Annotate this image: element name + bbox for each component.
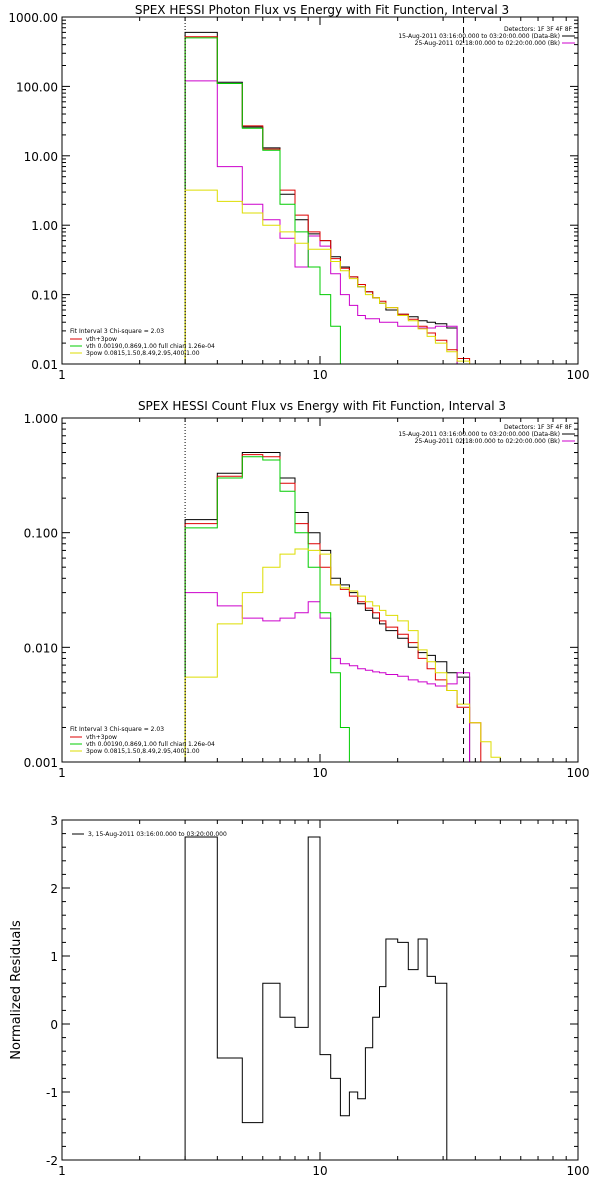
count-flux-detectors-label: Detectors: 1F 3F 4F 8F <box>504 424 573 431</box>
residuals-legend-label: 3, 15-Aug-2011 03:16:00.000 to 03:20:00.… <box>88 831 227 838</box>
residuals-x-tick-label: 100 <box>567 1164 590 1178</box>
residuals-y-tick-label: 3 <box>50 814 58 828</box>
photon-flux-series-1 <box>184 31 458 364</box>
count-flux-x-tick-label: 1 <box>58 766 66 780</box>
photon-flux-vth-label: vth 0.00190,0.869,1.00 full chian 1.26e-… <box>86 343 215 350</box>
count-flux-series-group <box>184 452 501 763</box>
photon-flux-total-label: vth+3pow <box>86 336 117 343</box>
photon-flux-series-4 <box>184 37 341 364</box>
count-flux-series-1 <box>184 452 471 762</box>
photon-flux-y-tick-label: 10.00 <box>24 150 58 164</box>
count-flux-y-tick-label: 0.100 <box>24 527 58 541</box>
photon-flux-bk-label: 25-Aug-2011 02:18:00.000 to 02:20:00.000… <box>415 40 560 47</box>
photon-flux-title: SPEX HESSI Photon Flux vs Energy with Fi… <box>135 3 509 17</box>
residuals-y-tick-label: 0 <box>50 1018 58 1032</box>
photon-flux-3pow-label: 3pow 0.0815,1.50,8.49,2.95,400,1.00 <box>86 350 200 357</box>
count-flux-series-3 <box>184 454 482 762</box>
residuals-y-axis-label: Normalized Residuals <box>9 920 24 1060</box>
count-flux-title: SPEX HESSI Count Flux vs Energy with Fit… <box>138 399 506 413</box>
count-flux-series-2 <box>184 592 471 762</box>
count-flux-data-bk-label: 15-Aug-2011 03:16:00.000 to 03:20:00.000… <box>398 431 560 438</box>
count-flux-vth-label: vth 0.00190,0.869,1.00 full chian 1.26e-… <box>86 741 215 748</box>
photon-flux-x-tick-label: 1 <box>58 368 66 382</box>
count-flux-y-tick-label: 0.010 <box>24 641 58 655</box>
residuals-y-tick-label: -2 <box>46 1154 58 1168</box>
photon-flux-data-bk-label: 15-Aug-2011 03:16:00.000 to 03:20:00.000… <box>398 33 560 40</box>
count-flux-y-tick-label: 0.001 <box>24 756 58 770</box>
residuals-series-1 <box>184 836 448 1160</box>
residuals-x-tick-label: 1 <box>58 1164 66 1178</box>
photon-flux-x-tick-label: 10 <box>312 368 327 382</box>
photon-flux-panel: SPEX HESSI Photon Flux vs Energy with Fi… <box>8 3 589 382</box>
count-flux-fit-interval-label: Fit Interval 3 Chi-square = 2.03 <box>70 726 164 733</box>
photon-flux-x-tick-label: 100 <box>567 368 590 382</box>
residuals-axes-group: 1 10 100 -2 -1 0 1 2 3 <box>46 814 589 1178</box>
photon-flux-vlines-group <box>184 17 465 364</box>
photon-flux-y-tick-label: 0.01 <box>31 358 58 372</box>
residuals-y-tick-label: 2 <box>50 882 58 896</box>
residuals-series-group <box>184 836 448 1160</box>
residuals-y-tick-label: 1 <box>50 950 58 964</box>
photon-flux-fit-interval-label: Fit Interval 3 Chi-square = 2.03 <box>70 328 164 335</box>
count-flux-x-tick-label: 10 <box>312 766 327 780</box>
photon-flux-legend-top-right: Detectors: 1F 3F 4F 8F 15-Aug-2011 03:16… <box>398 26 575 47</box>
photon-flux-legend-bottom-left: Fit Interval 3 Chi-square = 2.03 vth+3po… <box>70 328 215 357</box>
residuals-panel: 1 10 100 -2 -1 0 1 2 3 Normalized Residuals 3, 1… <box>9 814 589 1178</box>
photon-flux-series-2 <box>184 80 458 364</box>
photon-flux-y-tick-label: 100.00 <box>16 80 58 94</box>
photon-flux-y-tick-label: 0.10 <box>31 289 58 303</box>
photon-flux-plot-frame <box>61 16 579 365</box>
photon-flux-series-3 <box>184 36 471 364</box>
residuals-x-tick-label: 10 <box>312 1164 327 1178</box>
count-flux-panel: SPEX HESSI Count Flux vs Energy with Fit… <box>24 399 590 780</box>
count-flux-series-5 <box>184 548 501 762</box>
count-flux-bk-label: 25-Aug-2011 02:18:00.000 to 02:20:00.000… <box>415 438 560 445</box>
count-flux-total-label: vth+3pow <box>86 734 117 741</box>
count-flux-legend-bottom-left: Fit Interval 3 Chi-square = 2.03 vth+3po… <box>70 726 215 755</box>
photon-flux-detectors-label: Detectors: 1F 3F 4F 8F <box>504 26 573 33</box>
count-flux-x-tick-label: 100 <box>567 766 590 780</box>
residuals-y-tick-label: -1 <box>46 1086 58 1100</box>
photon-flux-axes-group: 1 10 100 0.01 0.10 1.00 10.00 100.00 1000.00 <box>8 11 589 382</box>
photon-flux-y-tick-label: 1.00 <box>31 219 58 233</box>
count-flux-3pow-label: 3pow 0.0815,1.50,8.49,2.95,400,1.00 <box>86 748 200 755</box>
photon-flux-series-group <box>184 31 481 365</box>
count-flux-legend-top-right: Detectors: 1F 3F 4F 8F 15-Aug-2011 03:16… <box>398 424 575 445</box>
count-flux-axes-group: 1 10 100 0.001 0.010 0.100 1.000 <box>24 412 590 780</box>
photon-flux-series-5 <box>184 189 481 365</box>
count-flux-y-tick-label: 1.000 <box>24 412 58 426</box>
count-flux-series-4 <box>184 456 358 763</box>
photon-flux-y-tick-label: 1000.00 <box>8 11 58 25</box>
count-flux-vlines-group <box>184 418 465 762</box>
